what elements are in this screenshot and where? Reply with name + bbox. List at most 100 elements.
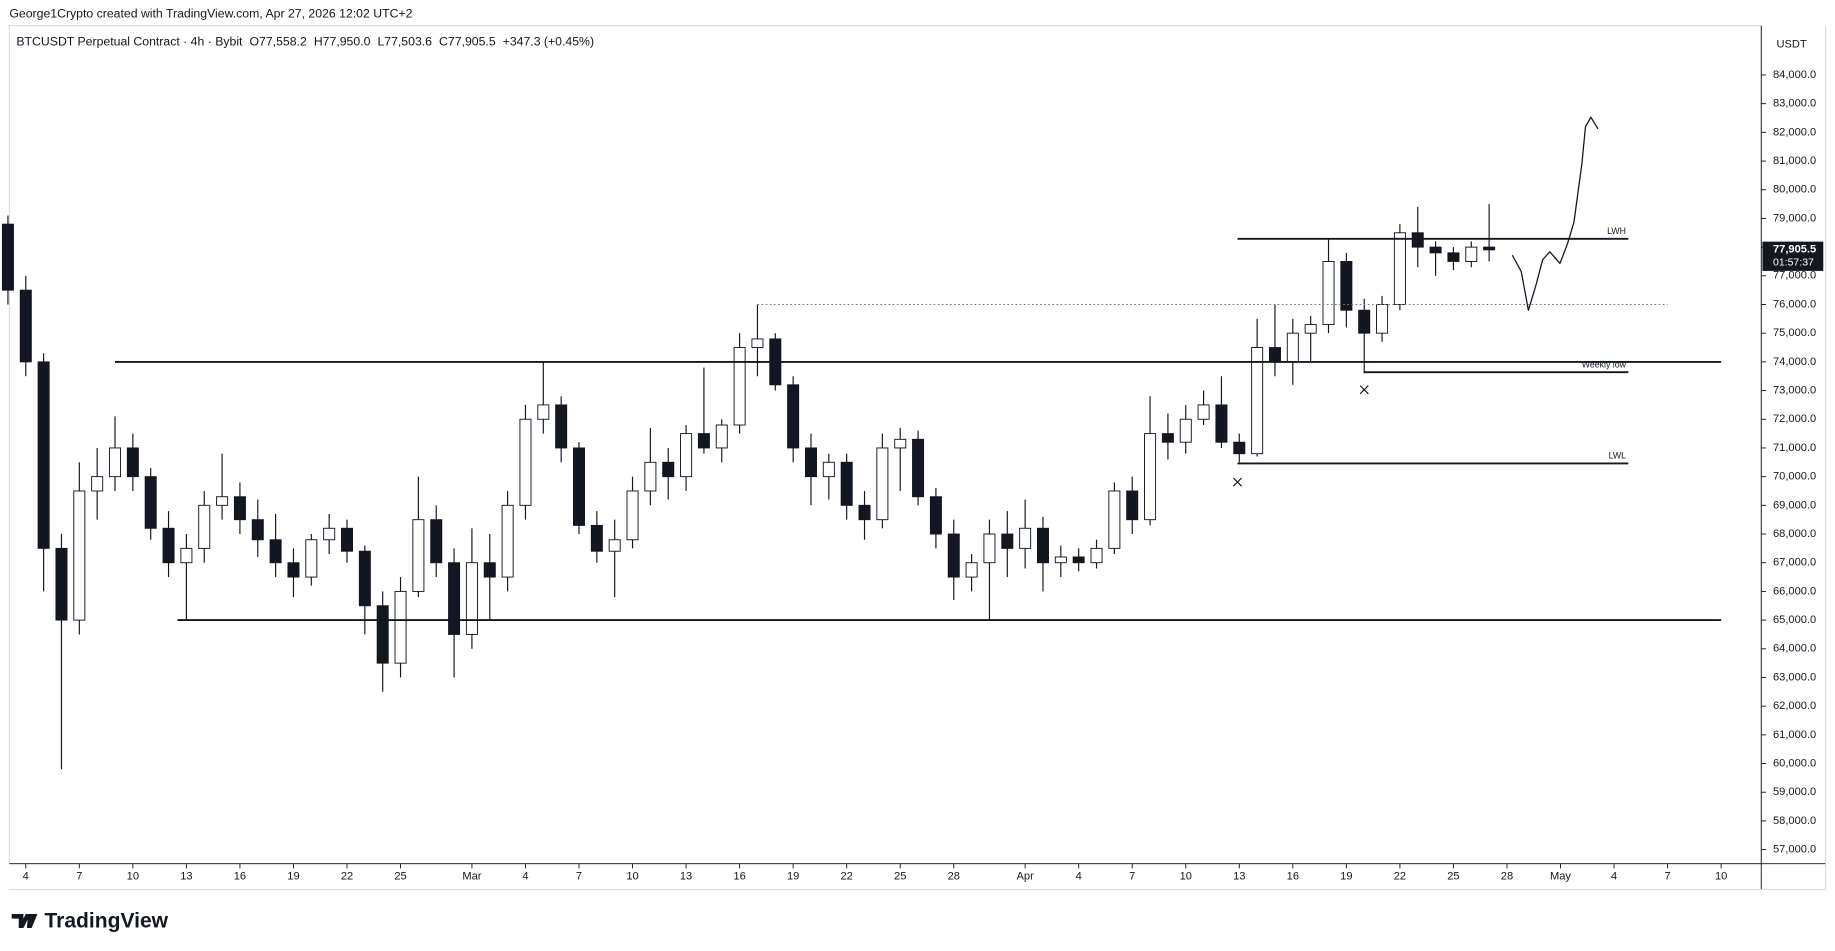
countdown: 01:57:37 bbox=[1773, 256, 1814, 268]
candle-body bbox=[929, 496, 942, 535]
candle-body bbox=[323, 527, 336, 541]
y-tick-label: 70,000.0 bbox=[1773, 471, 1816, 483]
candle-body bbox=[448, 562, 461, 635]
y-tick-label: 62,000.0 bbox=[1773, 700, 1816, 712]
x-tick-label: 25 bbox=[394, 870, 406, 882]
y-tick-label: 60,000.0 bbox=[1773, 757, 1816, 769]
candle-body bbox=[1161, 433, 1174, 443]
y-tick-label: 66,000.0 bbox=[1773, 585, 1816, 597]
y-tick-label: 67,000.0 bbox=[1773, 557, 1816, 569]
candle-body bbox=[983, 533, 996, 564]
x-tick-label: 13 bbox=[1233, 870, 1245, 882]
y-tick-label: 83,000.0 bbox=[1773, 98, 1816, 110]
candle-body bbox=[1251, 347, 1264, 455]
x-tick-label: 7 bbox=[76, 870, 82, 882]
candle-body bbox=[858, 504, 871, 521]
candle-body bbox=[912, 438, 925, 498]
x-tick-label: Apr bbox=[1016, 870, 1034, 882]
x-tick-label: May bbox=[1550, 870, 1571, 882]
candle-body bbox=[1376, 304, 1389, 334]
x-tick-label: 28 bbox=[948, 870, 960, 882]
candle-body bbox=[1304, 324, 1317, 334]
candle-body bbox=[180, 547, 193, 564]
y-tick-label: 59,000.0 bbox=[1773, 786, 1816, 798]
candle-body bbox=[198, 504, 211, 549]
candle-body bbox=[1144, 433, 1157, 521]
candle-body bbox=[894, 438, 907, 449]
level-label: LWH bbox=[1607, 226, 1626, 236]
ohlc-value: H77,950.0 bbox=[314, 34, 371, 48]
y-tick-label: 82,000.0 bbox=[1773, 126, 1816, 138]
candle-body bbox=[251, 519, 264, 541]
candle-body bbox=[947, 533, 960, 578]
y-tick-label: 64,000.0 bbox=[1773, 643, 1816, 655]
x-tick-label: 25 bbox=[1447, 870, 1459, 882]
candle-body bbox=[37, 361, 50, 549]
x-tick-label: 4 bbox=[1611, 870, 1617, 882]
ohlc-value: C77,905.5 bbox=[439, 34, 496, 48]
x-tick-label: 19 bbox=[287, 870, 299, 882]
ohlc-value: L77,503.6 bbox=[377, 34, 432, 48]
candle-body bbox=[733, 347, 746, 426]
candle-body bbox=[644, 461, 657, 492]
candle-body bbox=[1215, 404, 1228, 443]
candle-body bbox=[840, 461, 853, 506]
y-tick-label: 69,000.0 bbox=[1773, 499, 1816, 511]
x-marker bbox=[1359, 385, 1369, 395]
x-marker-stroke bbox=[1359, 385, 1369, 395]
y-tick-label: 61,000.0 bbox=[1773, 729, 1816, 741]
candle-body bbox=[1, 223, 14, 291]
x-tick-label: Mar bbox=[462, 870, 481, 882]
x-tick-label: 7 bbox=[576, 870, 582, 882]
candle-body bbox=[1072, 556, 1085, 564]
candle-body bbox=[1340, 260, 1353, 311]
candle-body bbox=[590, 524, 603, 552]
candle-body bbox=[751, 338, 764, 348]
candle-body bbox=[572, 447, 585, 526]
candle-body bbox=[465, 562, 478, 635]
y-tick-label: 73,000.0 bbox=[1773, 385, 1816, 397]
level-label: LWL bbox=[1609, 451, 1626, 461]
currency: USDT bbox=[1776, 38, 1806, 50]
candles bbox=[1, 204, 1496, 770]
candle-body bbox=[73, 490, 86, 621]
x-tick-label: 16 bbox=[234, 870, 246, 882]
candle-body bbox=[680, 433, 693, 478]
credit: George1Crypto created with TradingView.c… bbox=[9, 6, 412, 20]
x-tick-label: 19 bbox=[1340, 870, 1352, 882]
x-tick-label: 13 bbox=[680, 870, 692, 882]
x-tick-label: 4 bbox=[1076, 870, 1082, 882]
candle-body bbox=[55, 547, 68, 621]
candle-body bbox=[1126, 490, 1139, 521]
x-tick-label: 10 bbox=[127, 870, 139, 882]
x-tick-label: 10 bbox=[1180, 870, 1192, 882]
candle-body bbox=[1001, 533, 1014, 549]
candle-body bbox=[626, 490, 639, 541]
candle-body bbox=[822, 461, 835, 478]
x-tick-label: 13 bbox=[180, 870, 192, 882]
candle-body bbox=[91, 476, 104, 492]
x-tick-label: 22 bbox=[341, 870, 353, 882]
logo-text: TradingView bbox=[44, 910, 168, 933]
candle-body bbox=[233, 496, 246, 521]
candle-body bbox=[1429, 246, 1442, 254]
candle-body bbox=[430, 519, 443, 564]
x-tick-label: 28 bbox=[1501, 870, 1513, 882]
candle-body bbox=[162, 527, 175, 564]
candle-body bbox=[876, 447, 889, 521]
symbol: BTCUSDT Perpetual Contract · 4h · Bybit bbox=[16, 34, 243, 48]
x-marker-stroke bbox=[1232, 477, 1243, 487]
candle-body bbox=[1268, 347, 1281, 363]
candle-body bbox=[519, 418, 532, 506]
candle-body bbox=[787, 384, 800, 449]
candle-body bbox=[608, 539, 621, 552]
candle-body bbox=[1447, 252, 1460, 262]
x-tick-label: 25 bbox=[894, 870, 906, 882]
candle-body bbox=[376, 605, 389, 664]
candle-body bbox=[394, 590, 407, 664]
candle-body bbox=[216, 496, 229, 506]
x-tick-label: 7 bbox=[1129, 870, 1135, 882]
candle-body bbox=[1054, 556, 1067, 564]
